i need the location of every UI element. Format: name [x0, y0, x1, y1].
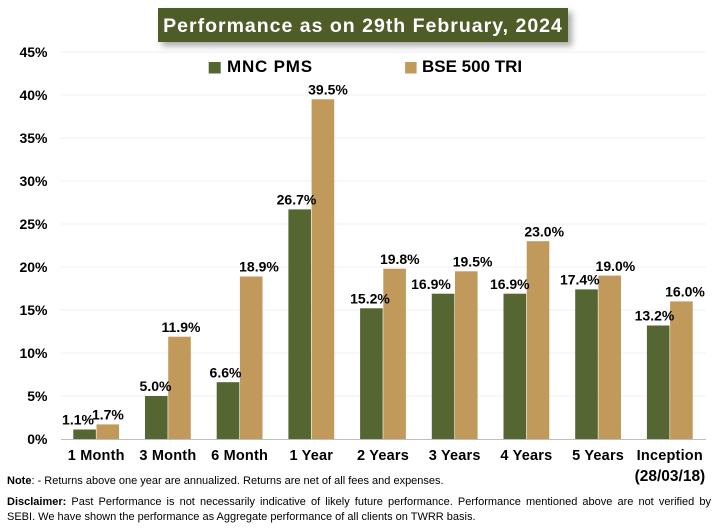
- svg-text:2 Years: 2 Years: [357, 448, 409, 464]
- svg-text:1 Year: 1 Year: [289, 448, 333, 464]
- svg-text:25%: 25%: [19, 216, 48, 232]
- svg-text:19.0%: 19.0%: [596, 258, 636, 274]
- svg-text:26.7%: 26.7%: [277, 192, 317, 208]
- svg-text:3 Month: 3 Month: [139, 448, 196, 464]
- svg-text:6 Month: 6 Month: [211, 448, 268, 464]
- svg-text:1.1%: 1.1%: [62, 412, 94, 428]
- svg-text:5 Years: 5 Years: [572, 448, 624, 464]
- svg-text:15.2%: 15.2%: [350, 291, 390, 307]
- svg-text:16.9%: 16.9%: [490, 276, 530, 292]
- svg-text:5%: 5%: [27, 388, 48, 404]
- svg-text:45%: 45%: [19, 44, 48, 60]
- svg-text:39.5%: 39.5%: [308, 82, 348, 98]
- svg-text:19.8%: 19.8%: [380, 251, 420, 267]
- svg-text:1 Month: 1 Month: [68, 448, 125, 464]
- svg-text:3 Years: 3 Years: [429, 448, 481, 464]
- svg-text:MNC PMS: MNC PMS: [227, 57, 313, 76]
- svg-text:1.7%: 1.7%: [92, 407, 124, 423]
- svg-text:17.4%: 17.4%: [560, 272, 600, 288]
- svg-text:13.2%: 13.2%: [635, 308, 675, 324]
- svg-text:(28/03/18): (28/03/18): [635, 468, 706, 485]
- svg-text:30%: 30%: [19, 173, 48, 189]
- svg-text:Inception: Inception: [637, 448, 703, 464]
- svg-text:BSE 500 TRI: BSE 500 TRI: [422, 57, 522, 76]
- svg-text:15%: 15%: [19, 302, 48, 318]
- svg-text:10%: 10%: [19, 345, 48, 361]
- svg-text:16.0%: 16.0%: [665, 284, 705, 300]
- svg-text:4 Years: 4 Years: [500, 448, 552, 464]
- svg-text:35%: 35%: [19, 130, 48, 146]
- svg-text:20%: 20%: [19, 259, 48, 275]
- svg-text:16.9%: 16.9%: [411, 276, 451, 292]
- svg-text:0%: 0%: [27, 431, 48, 447]
- svg-text:40%: 40%: [19, 87, 48, 103]
- svg-text:6.6%: 6.6%: [210, 364, 242, 380]
- svg-text:18.9%: 18.9%: [239, 259, 279, 275]
- svg-text:5.0%: 5.0%: [140, 378, 172, 394]
- svg-text:19.5%: 19.5%: [453, 254, 493, 270]
- svg-text:11.9%: 11.9%: [162, 319, 201, 335]
- svg-text:23.0%: 23.0%: [524, 223, 564, 239]
